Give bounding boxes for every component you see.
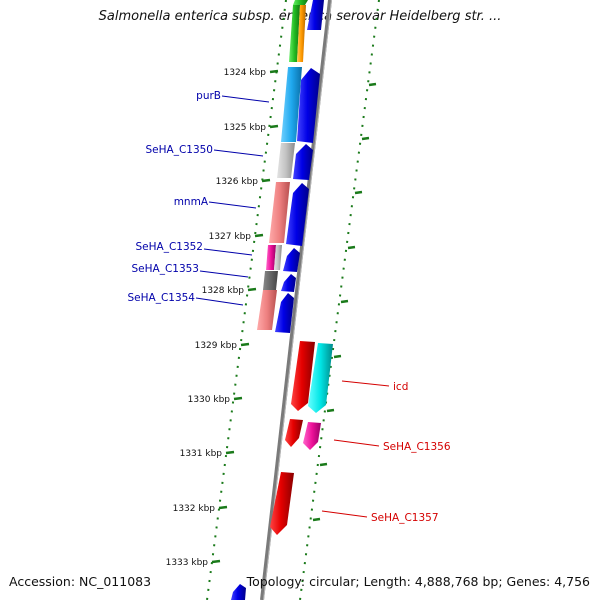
tick-mark (269, 124, 279, 129)
forward-strand-genes (231, 0, 324, 600)
tick-ring-inner (206, 0, 287, 600)
label-leader-lines (195, 95, 390, 518)
tick-mark (240, 342, 250, 347)
leader-line (333, 439, 380, 447)
tick-label: 1331 kbp (180, 449, 223, 459)
tick-mark (269, 69, 279, 74)
tick-mark (218, 505, 228, 510)
tick-labels: 1324 kbp 1325 kbp 1326 kbp 1327 kbp 1328 kbp… (166, 68, 267, 568)
gene-label-seha_c1357[interactable]: SeHA_C1357 (371, 512, 439, 524)
gene-feature[interactable] (257, 290, 277, 330)
tick-label: 1326 kbp (216, 177, 259, 187)
accession-text: Accession: NC_011083 (9, 574, 152, 589)
tick-mark (233, 396, 243, 401)
gene-feature[interactable] (277, 143, 295, 178)
gene-labels: purB SeHA_C1350 mnmA SeHA_C1352 SeHA_C1353 Se… (127, 90, 450, 524)
gene-label-icd[interactable]: icd (393, 381, 408, 393)
backbone-line (260, 0, 332, 600)
tick-mark (254, 233, 264, 238)
leader-line (213, 149, 264, 157)
tick-marks (211, 69, 377, 564)
gene-label-seha_c1356[interactable]: SeHA_C1356 (383, 441, 451, 453)
tick-label: 1325 kbp (224, 123, 267, 133)
gene-label-mnma[interactable]: mnmA (174, 196, 209, 208)
gene-feature[interactable] (286, 183, 309, 246)
gene-feature[interactable] (281, 274, 296, 292)
tick-mark (247, 287, 257, 292)
tick-ring-outer (299, 0, 380, 600)
tick-mark (312, 517, 321, 522)
tick-mark (319, 462, 328, 467)
tick-mark (347, 245, 356, 250)
gene-feature[interactable] (231, 584, 246, 600)
gene-label-seha_c1354[interactable]: SeHA_C1354 (127, 292, 195, 304)
tick-mark (340, 299, 349, 304)
tick-label: 1329 kbp (195, 341, 238, 351)
gene-feature[interactable] (289, 5, 300, 62)
gene-label-purb[interactable]: purB (196, 90, 221, 102)
tick-label: 1333 kbp (166, 558, 209, 568)
gene-feature[interactable] (285, 419, 303, 447)
gene-feature[interactable] (283, 248, 300, 272)
tick-mark (211, 559, 221, 564)
leader-line (203, 248, 253, 256)
gene-feature[interactable] (281, 67, 302, 142)
gene-label-seha_c1350[interactable]: SeHA_C1350 (145, 144, 213, 156)
topology-text: Topology: circular; Length: 4,888,768 bp… (246, 574, 590, 589)
gene-feature[interactable] (293, 144, 313, 180)
gene-feature[interactable] (266, 245, 276, 270)
gene-feature[interactable] (263, 271, 278, 290)
gene-feature[interactable] (275, 293, 294, 333)
tick-label: 1324 kbp (224, 68, 267, 78)
tick-mark (354, 190, 363, 195)
gene-feature[interactable] (307, 0, 324, 30)
gene-feature[interactable] (291, 341, 315, 411)
gene-feature[interactable] (293, 0, 308, 5)
tick-mark (368, 82, 377, 87)
tick-label: 1327 kbp (209, 232, 252, 242)
tick-mark (361, 136, 370, 141)
gene-label-seha_c1353[interactable]: SeHA_C1353 (131, 263, 199, 275)
gene-feature[interactable] (269, 182, 290, 243)
leader-line (221, 95, 270, 103)
leader-line (321, 510, 368, 518)
reverse-strand-genes (270, 341, 333, 535)
tick-mark (261, 178, 271, 183)
gene-label-seha_c1352[interactable]: SeHA_C1352 (135, 241, 203, 253)
gene-feature[interactable] (297, 68, 320, 143)
leader-line (208, 201, 257, 209)
leader-line (199, 270, 249, 278)
gene-feature[interactable] (297, 5, 306, 62)
tick-mark (326, 408, 335, 413)
backbone-highlight (263, 0, 332, 600)
tick-label: 1328 kbp (202, 286, 245, 296)
gene-feature[interactable] (274, 245, 282, 270)
tick-mark (225, 450, 235, 455)
tick-label: 1332 kbp (173, 504, 216, 514)
cog-colored-genes (257, 0, 308, 330)
leader-line (195, 297, 244, 306)
tick-mark (333, 354, 342, 359)
gene-feature[interactable] (303, 422, 321, 450)
leader-line (341, 380, 390, 387)
tick-label: 1330 kbp (188, 395, 231, 405)
gene-feature[interactable] (270, 472, 294, 535)
gene-feature[interactable] (308, 343, 333, 413)
